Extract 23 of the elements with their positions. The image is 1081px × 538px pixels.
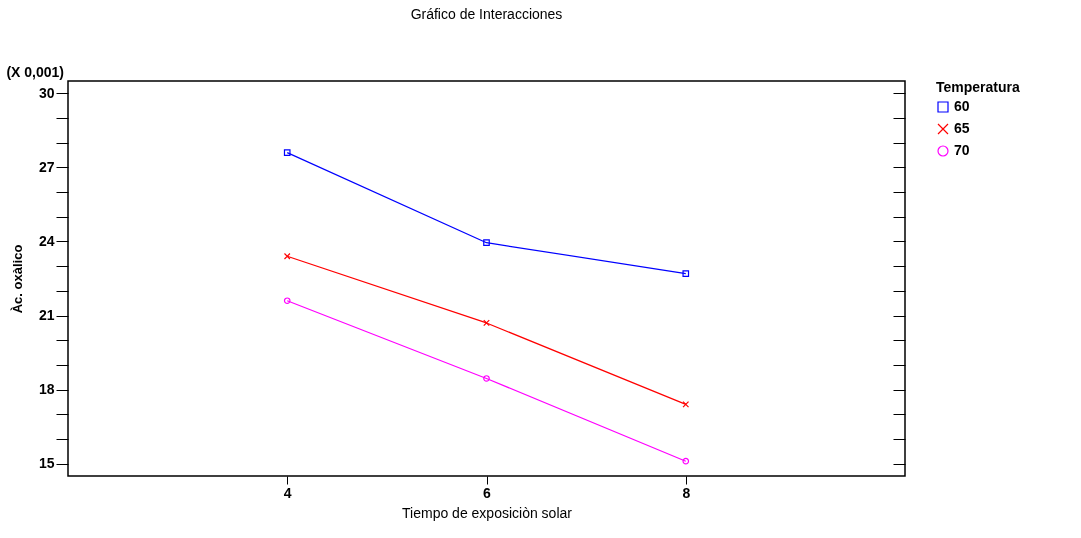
point [483, 319, 490, 327]
point [483, 239, 490, 247]
x-tick-label: 4 [283, 484, 292, 501]
y-tick-label: 27 [38, 158, 55, 175]
point [283, 149, 291, 156]
x-axis-title: Tiempo de exposiciòn solar [402, 504, 573, 521]
chart-title: Gráfico de Interacciones [410, 6, 563, 22]
point [682, 270, 690, 277]
text: (X 0,001) [6, 64, 64, 80]
x-tick-label: 8 [682, 484, 691, 501]
x-tick-label: 6 [483, 484, 492, 501]
y-tick-label: 18 [38, 381, 55, 398]
legend-title: Temperatura [936, 79, 1020, 95]
legend-label: 60 [954, 98, 970, 114]
y-tick-label: 24 [38, 232, 55, 249]
legend-label: 70 [954, 142, 970, 158]
point [483, 375, 490, 382]
y-tick-label: 15 [38, 455, 55, 472]
y-axis-title: Àc. oxàlico [9, 244, 25, 314]
legend-label: 65 [954, 120, 970, 136]
y-tick-label: 30 [38, 84, 55, 101]
point [682, 401, 690, 408]
y-tick-label: 21 [38, 307, 55, 324]
